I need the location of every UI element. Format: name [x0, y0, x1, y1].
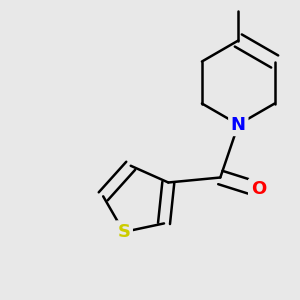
Text: N: N — [231, 116, 246, 134]
Text: S: S — [117, 223, 130, 241]
Text: O: O — [251, 181, 266, 199]
